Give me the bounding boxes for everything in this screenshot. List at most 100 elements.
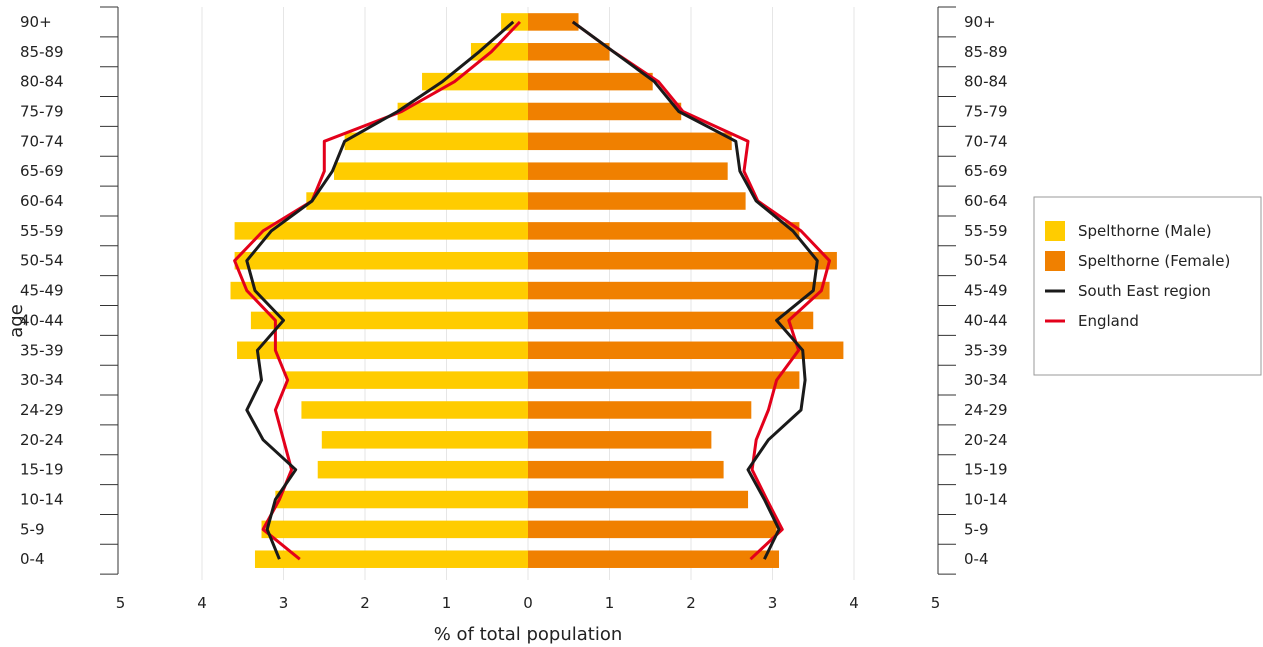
y-tick-label-left: 55-59 [20, 222, 64, 240]
bar-male [306, 192, 528, 210]
bar-female [528, 43, 610, 61]
y-tick-label-left: 70-74 [20, 132, 64, 150]
bar-female [528, 311, 814, 330]
x-axis-title: % of total population [434, 624, 623, 645]
series-lines [233, 20, 831, 561]
bar-female [528, 222, 800, 240]
legend-frame [1033, 196, 1262, 376]
bar-male [344, 132, 528, 151]
y-axis-title: age [6, 304, 27, 338]
bar-female [528, 520, 777, 539]
y-tick-label-left: 30-34 [20, 371, 64, 389]
y-tick-label-left: 50-54 [20, 252, 64, 270]
bar-male [334, 162, 528, 180]
y-tick-label-right: 50-54 [964, 252, 1008, 270]
bar-female [528, 341, 844, 360]
x-tick-label: 2 [686, 594, 696, 612]
y-tick-label-right: 85-89 [964, 43, 1008, 61]
x-tick-label: 5 [116, 594, 126, 612]
bar-female [528, 281, 830, 300]
bar-male [275, 490, 528, 509]
bar-female [528, 162, 728, 180]
x-tick-label: 5 [931, 594, 941, 612]
line-south-east-region-female [571, 20, 819, 560]
y-tick-label-left: 10-14 [20, 491, 64, 509]
x-tick-label: 4 [849, 594, 859, 612]
y-tick-label-right: 20-24 [964, 431, 1008, 449]
bar-male [234, 251, 528, 270]
y-tick-label-right: 90+ [964, 13, 996, 31]
bar-female [528, 550, 780, 568]
legend-label: Spelthorne (Female) [1078, 252, 1230, 270]
legend-label: Spelthorne (Male) [1078, 222, 1212, 240]
line-south-east-region-male [245, 20, 515, 560]
bar-female [528, 431, 712, 449]
y-tick-label-left: 24-29 [20, 401, 64, 419]
legend-swatch [1045, 221, 1065, 241]
bars [230, 13, 844, 568]
bar-male [234, 222, 528, 240]
bar-female [528, 102, 682, 121]
bar-male [321, 431, 528, 449]
y-tick-label-left: 85-89 [20, 43, 64, 61]
bar-female [528, 401, 752, 419]
y-tick-label-right: 60-64 [964, 192, 1008, 210]
y-tick-label-right: 24-29 [964, 401, 1008, 419]
y-tick-label-right: 75-79 [964, 102, 1008, 120]
bar-male [230, 281, 528, 300]
y-tick-label-left: 40-44 [20, 311, 64, 329]
bar-female [528, 192, 746, 210]
y-tick-label-right: 65-69 [964, 162, 1008, 180]
bar-female [528, 251, 837, 270]
y-tick-label-right: 10-14 [964, 491, 1008, 509]
legend-label: South East region [1078, 282, 1211, 300]
bar-male [422, 72, 528, 91]
y-tick-label-left: 35-39 [20, 341, 64, 359]
bar-female [528, 72, 653, 91]
y-tick-label-left: 20-24 [20, 431, 64, 449]
legend: Spelthorne (Male) Spelthorne (Female) Sout… [1033, 196, 1262, 376]
bar-male [254, 550, 528, 568]
y-tick-label-right: 35-39 [964, 341, 1008, 359]
y-tick-label-left: 65-69 [20, 162, 64, 180]
legend-swatch [1045, 251, 1065, 271]
y-tick-label-right: 55-59 [964, 222, 1008, 240]
y-tick-label-left: 90+ [20, 13, 52, 31]
bar-female [528, 490, 749, 509]
x-tick-label: 1 [442, 594, 452, 612]
bar-female [528, 132, 732, 151]
line-england-female [571, 20, 831, 561]
axes: 5 4 3 2 1 0 1 2 3 4 5 0-4 0-4 5-9 5-9 10-14 10-14 15-19 15… [20, 6, 1008, 612]
bar-female [528, 460, 724, 479]
bar-male [261, 520, 528, 539]
y-tick-label-right: 30-34 [964, 371, 1008, 389]
y-tick-label-right: 5-9 [964, 520, 989, 538]
x-tick-label: 0 [523, 594, 533, 612]
bar-male [250, 311, 528, 330]
bar-male [317, 460, 528, 479]
y-tick-label-left: 0-4 [20, 550, 45, 568]
y-tick-label-left: 5-9 [20, 520, 45, 538]
y-tick-label-left: 80-84 [20, 73, 64, 91]
x-tick-label: 3 [768, 594, 778, 612]
x-tick-label: 3 [279, 594, 289, 612]
y-tick-label-right: 45-49 [964, 282, 1008, 300]
bar-female [528, 371, 800, 389]
legend-label: England [1078, 312, 1139, 330]
y-tick-label-left: 45-49 [20, 282, 64, 300]
line-england-male [233, 20, 521, 561]
bar-female [528, 13, 579, 31]
y-tick-label-right: 0-4 [964, 550, 989, 568]
bar-male [397, 102, 528, 121]
bar-male [237, 341, 529, 360]
y-tick-label-left: 75-79 [20, 102, 64, 120]
y-tick-label-left: 60-64 [20, 192, 64, 210]
y-tick-label-right: 40-44 [964, 311, 1008, 329]
bar-male [301, 401, 528, 419]
x-tick-label: 4 [197, 594, 207, 612]
y-tick-label-right: 70-74 [964, 132, 1008, 150]
y-tick-label-right: 80-84 [964, 73, 1008, 91]
y-tick-label-right: 15-19 [964, 461, 1008, 479]
y-tick-label-left: 15-19 [20, 461, 64, 479]
